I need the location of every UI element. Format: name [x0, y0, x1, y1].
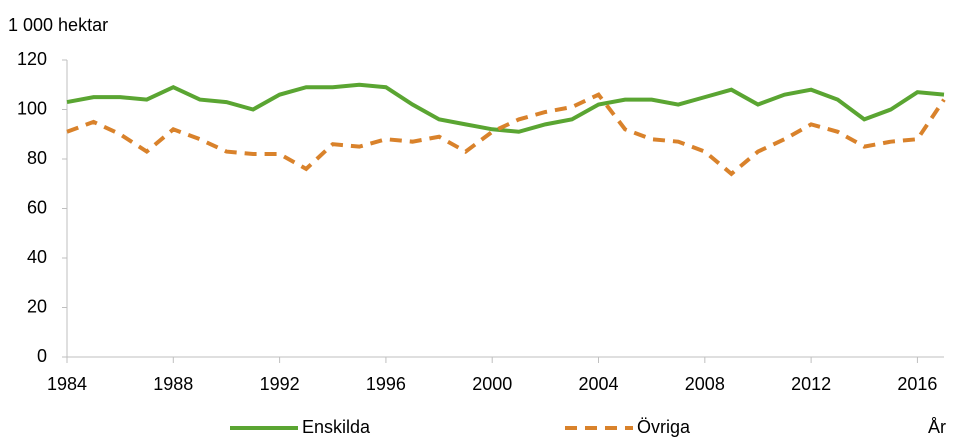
x-tick-label: 1984 [47, 374, 87, 394]
x-tick-label: 2000 [472, 374, 512, 394]
x-tick-label: 2004 [578, 374, 618, 394]
x-tick-label: 1988 [153, 374, 193, 394]
y-tick-label: 20 [27, 296, 47, 316]
x-axis-label: År [928, 417, 946, 437]
y-axis-label: 1 000 hektar [8, 15, 108, 35]
legend-label: Övriga [637, 417, 691, 437]
y-tick-label: 0 [37, 346, 47, 366]
y-tick-label: 120 [17, 49, 47, 69]
x-tick-label: 1992 [260, 374, 300, 394]
x-tick-label: 2016 [897, 374, 937, 394]
series-line [66, 82, 945, 134]
x-tick-label: 2008 [685, 374, 725, 394]
legend-label: Enskilda [302, 417, 371, 437]
y-tick-label: 60 [27, 197, 47, 217]
x-tick-label: 2012 [791, 374, 831, 394]
y-tick-label: 100 [17, 98, 47, 118]
y-tick-label: 80 [27, 148, 47, 168]
series-line [66, 92, 946, 177]
y-tick-label: 40 [27, 247, 47, 267]
x-tick-label: 1996 [366, 374, 406, 394]
